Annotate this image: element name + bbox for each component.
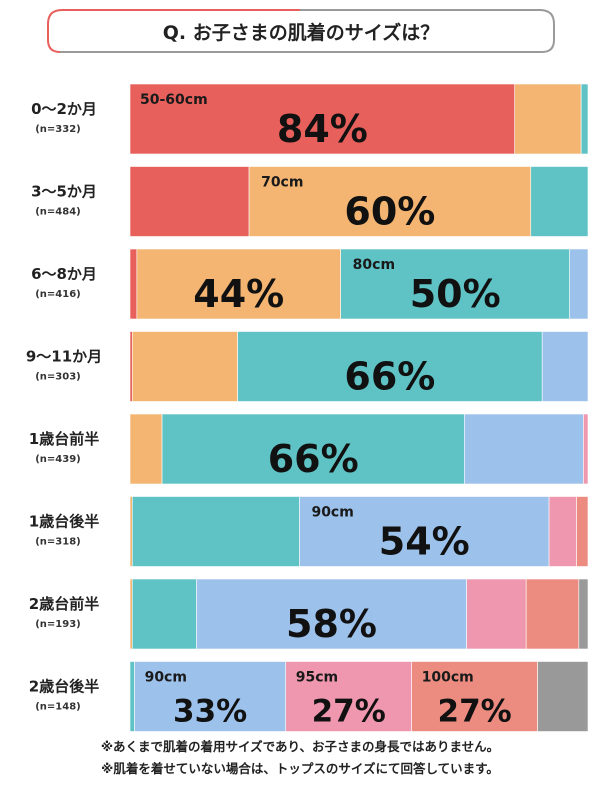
footnote-1: ※あくまで肌着の着用サイズであり、お子さまの身長ではありません。 — [100, 739, 500, 754]
percent-label: 44% — [193, 272, 284, 316]
bar-segment-90cm — [196, 578, 467, 650]
bar-segment-95cm — [583, 413, 589, 485]
bar-segment-80cm — [237, 331, 543, 402]
bar-segment-5060cm — [129, 248, 138, 320]
row-label: 2歳台前半 — [29, 595, 99, 613]
bar-segment-90cm — [569, 248, 589, 320]
percent-label: 27% — [312, 694, 386, 730]
bar-segment-5060cm — [129, 166, 250, 237]
bar-row: 3～5か月 (n=484) 70cm 60% — [31, 166, 589, 237]
size-label: 70cm — [261, 175, 303, 191]
bar-segment-90cm — [134, 661, 287, 732]
chart-title: Q. お子さまの肌着のサイズは？ — [163, 21, 439, 44]
row-n-label: (n=439) — [35, 454, 81, 465]
bar-segment-90cm — [541, 331, 589, 402]
bar-segment-90cm — [299, 496, 550, 567]
bar-segment-5060cm — [129, 83, 516, 155]
row-n-label: (n=148) — [35, 702, 81, 713]
row-label: 1歳台後半 — [29, 513, 99, 531]
bar-segment-70cm — [131, 331, 238, 402]
row-label: 2歳台後半 — [29, 678, 99, 696]
bar-segment-100cm — [525, 578, 580, 650]
bar-segment-70cm — [136, 248, 341, 320]
size-label: 50-60cm — [140, 92, 208, 108]
row-n-label: (n=416) — [35, 289, 81, 300]
bar-segment-other — [578, 578, 589, 650]
size-label: 95cm — [296, 670, 338, 686]
size-label: 90cm — [145, 670, 187, 686]
bar-segment-100cm — [576, 496, 589, 567]
row-label: 0～2か月 — [31, 100, 97, 118]
percent-label: 33% — [173, 694, 247, 730]
bar-segment-95cm — [285, 661, 412, 732]
bar-segment-80cm — [129, 661, 135, 732]
bar-segment-70cm — [129, 578, 133, 650]
bar-row: 9～11か月 (n=303) 66% — [26, 331, 589, 402]
row-label: 9～11か月 — [26, 348, 102, 366]
percent-label: 54% — [379, 520, 470, 564]
bar-segment-80cm — [131, 578, 197, 650]
row-n-label: (n=193) — [35, 619, 81, 630]
bar-row: 6～8か月 (n=416) 44% 80cm 50% — [31, 248, 589, 320]
bar-segment-90cm — [464, 413, 584, 485]
size-label: 80cm — [353, 257, 395, 273]
bar-segment-80cm — [131, 496, 300, 567]
row-n-label: (n=318) — [35, 537, 81, 548]
footnote-2: ※肌着を着せていない場合は、トップスのサイズにて回答しています。 — [101, 761, 499, 776]
bar-segment-80cm — [530, 166, 589, 237]
percent-label: 84% — [277, 107, 368, 151]
bar-segment-70cm — [248, 166, 532, 237]
bar-row: 1歳台後半 (n=318) 90cm 54% — [29, 496, 589, 567]
row-n-label: (n=332) — [35, 124, 81, 135]
bar-segment-other — [537, 661, 589, 732]
bar-row: 1歳台前半 (n=439) 66% — [29, 413, 589, 485]
percent-label: 50% — [410, 272, 501, 316]
row-label: 3～5か月 — [31, 183, 97, 201]
bar-segment-70cm — [129, 496, 133, 567]
bar-segment-95cm — [548, 496, 577, 567]
bar-row: 2歳台前半 (n=193) 58% — [29, 578, 589, 650]
percent-label: 60% — [344, 190, 435, 234]
row-label: 6～8か月 — [31, 265, 97, 283]
bar-row: 2歳台後半 (n=148) 90cm 33% 95cm 27% 100cm 27% — [29, 661, 589, 732]
row-n-label: (n=484) — [35, 207, 81, 218]
bar-segment-70cm — [514, 83, 582, 155]
row-label: 1歳台前半 — [29, 430, 99, 448]
bar-segment-5060cm — [129, 331, 133, 402]
bar-row: 0～2か月 (n=332) 50-60cm 84% — [31, 83, 589, 155]
bar-segment-80cm — [580, 83, 589, 155]
percent-label: 58% — [286, 602, 377, 646]
size-label: 90cm — [311, 505, 353, 521]
size-label: 100cm — [422, 670, 474, 686]
percent-label: 27% — [438, 694, 512, 730]
footnotes: ※あくまで肌着の着用サイズであり、お子さまの身長ではありません。 ※肌着を着せて… — [0, 736, 600, 780]
title-box: Q. お子さまの肌着のサイズは？ — [47, 9, 555, 53]
row-n-label: (n=303) — [35, 372, 81, 383]
percent-label: 66% — [344, 355, 435, 399]
percent-label: 66% — [268, 437, 359, 481]
bar-segment-70cm — [129, 413, 163, 485]
bar-segment-95cm — [466, 578, 527, 650]
bar-segment-80cm — [161, 413, 465, 485]
bars-group: 0～2か月 (n=332) 50-60cm 84% 3～5か月 (n=484) 70cm 60… — [26, 83, 589, 732]
bar-segment-80cm — [340, 248, 570, 320]
